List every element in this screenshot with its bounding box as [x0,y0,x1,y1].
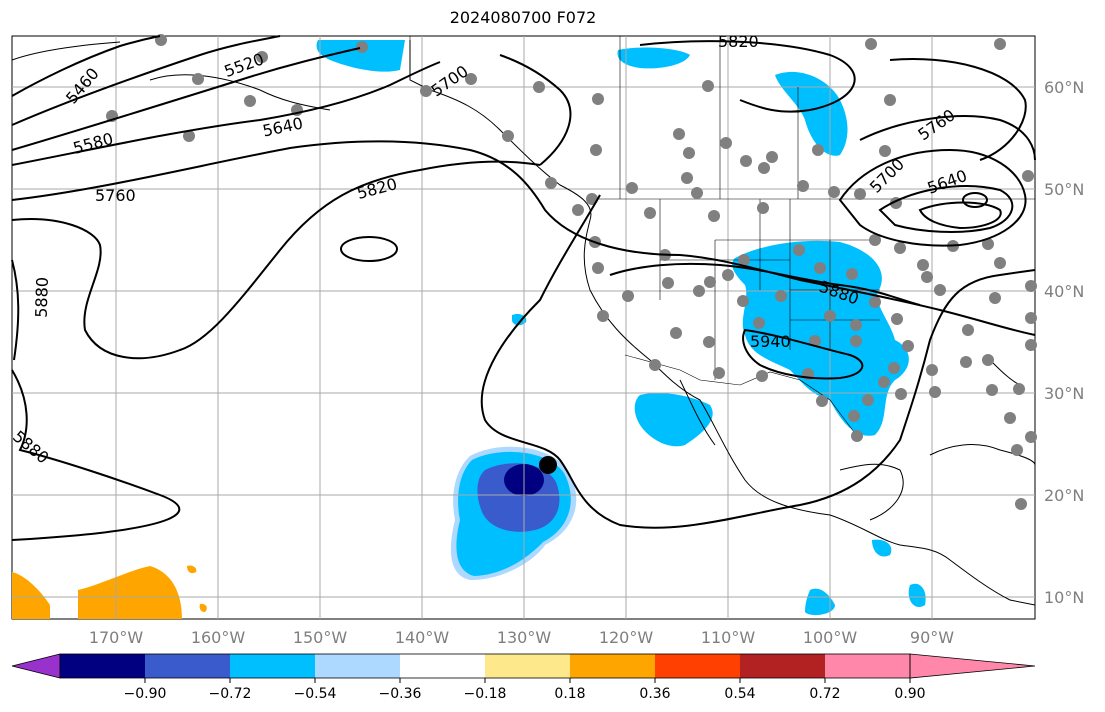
latitude-labels: 60°N 50°N 40°N 30°N 20°N 10°N [1044,78,1084,607]
fill-cyan-canada [617,47,690,69]
colorbar-extend-min [11,653,61,679]
colorbar-swatch [315,654,400,678]
lat-label: 40°N [1044,282,1084,301]
lon-label: 170°W [89,628,144,647]
lat-label: 10°N [1044,588,1084,607]
colorbar-tick-label: 0.90 [894,686,925,702]
colorbar-tick-label: 0.18 [554,686,585,702]
graticule [12,36,1035,619]
colorbar: −0.90 −0.72 −0.54 −0.36 −0.18 0.18 0.36 … [11,653,1036,702]
colorbar-swatch [230,654,315,678]
coastlines [11,40,1036,606]
fill-orange-2 [78,566,182,619]
colorbar-swatch [740,654,825,678]
lat-label: 50°N [1044,180,1084,199]
colorbar-tick-label: −0.18 [464,686,507,702]
fill-cyan-offshore [512,313,527,326]
colorbar-swatch [825,654,910,678]
contour-label: 5820 [718,32,759,51]
contour-label: 5940 [750,332,791,351]
colorbar-swatch [655,654,740,678]
storm-center-marker [539,456,557,474]
colorbar-extend-max [909,653,1036,679]
colorbar-tick-label: −0.72 [209,686,252,702]
lat-label: 20°N [1044,486,1084,505]
longitude-labels: 170°W 160°W 150°W 140°W 130°W 120°W 110°… [89,628,954,647]
lon-label: 140°W [395,628,450,647]
lon-label: 160°W [191,628,246,647]
fill-cyan-gulf2 [908,583,926,608]
lon-label: 110°W [701,628,756,647]
fill-orange-4 [199,603,207,612]
fill-orange-1 [12,572,50,619]
fill-cyan-south [805,588,835,616]
colorbar-swatch [400,654,485,678]
contour-label: 5880 [32,277,52,318]
lon-label: 120°W [599,628,654,647]
borders [409,36,1035,441]
fill-cyan-hudson [775,71,848,156]
colorbar-swatch [145,654,230,678]
colorbar-tick-label: −0.54 [294,686,337,702]
station-dots [106,34,1037,510]
chart-title: 2024080700 F072 [449,8,597,27]
colorbar-swatch [570,654,655,678]
colorbar-tick-label: −0.36 [379,686,422,702]
height-contours [11,35,1036,541]
fill-cyan-gulf1 [872,539,892,557]
contour-label: 5760 [95,186,136,205]
lon-label: 90°W [910,628,954,647]
lat-label: 60°N [1044,78,1084,97]
colorbar-swatch [485,654,570,678]
lon-label: 100°W [803,628,858,647]
colorbar-tick-label: −0.90 [124,686,167,702]
lon-label: 130°W [497,628,552,647]
colorbar-tick-label: 0.72 [809,686,840,702]
colorbar-tick-label: 0.36 [639,686,670,702]
fill-orange-3 [187,565,197,574]
colorbar-tick-label: 0.54 [724,686,755,702]
lat-label: 30°N [1044,384,1084,403]
fill-cyan-alaska [316,40,405,72]
lon-label: 150°W [293,628,348,647]
colorbar-swatch [60,654,145,678]
